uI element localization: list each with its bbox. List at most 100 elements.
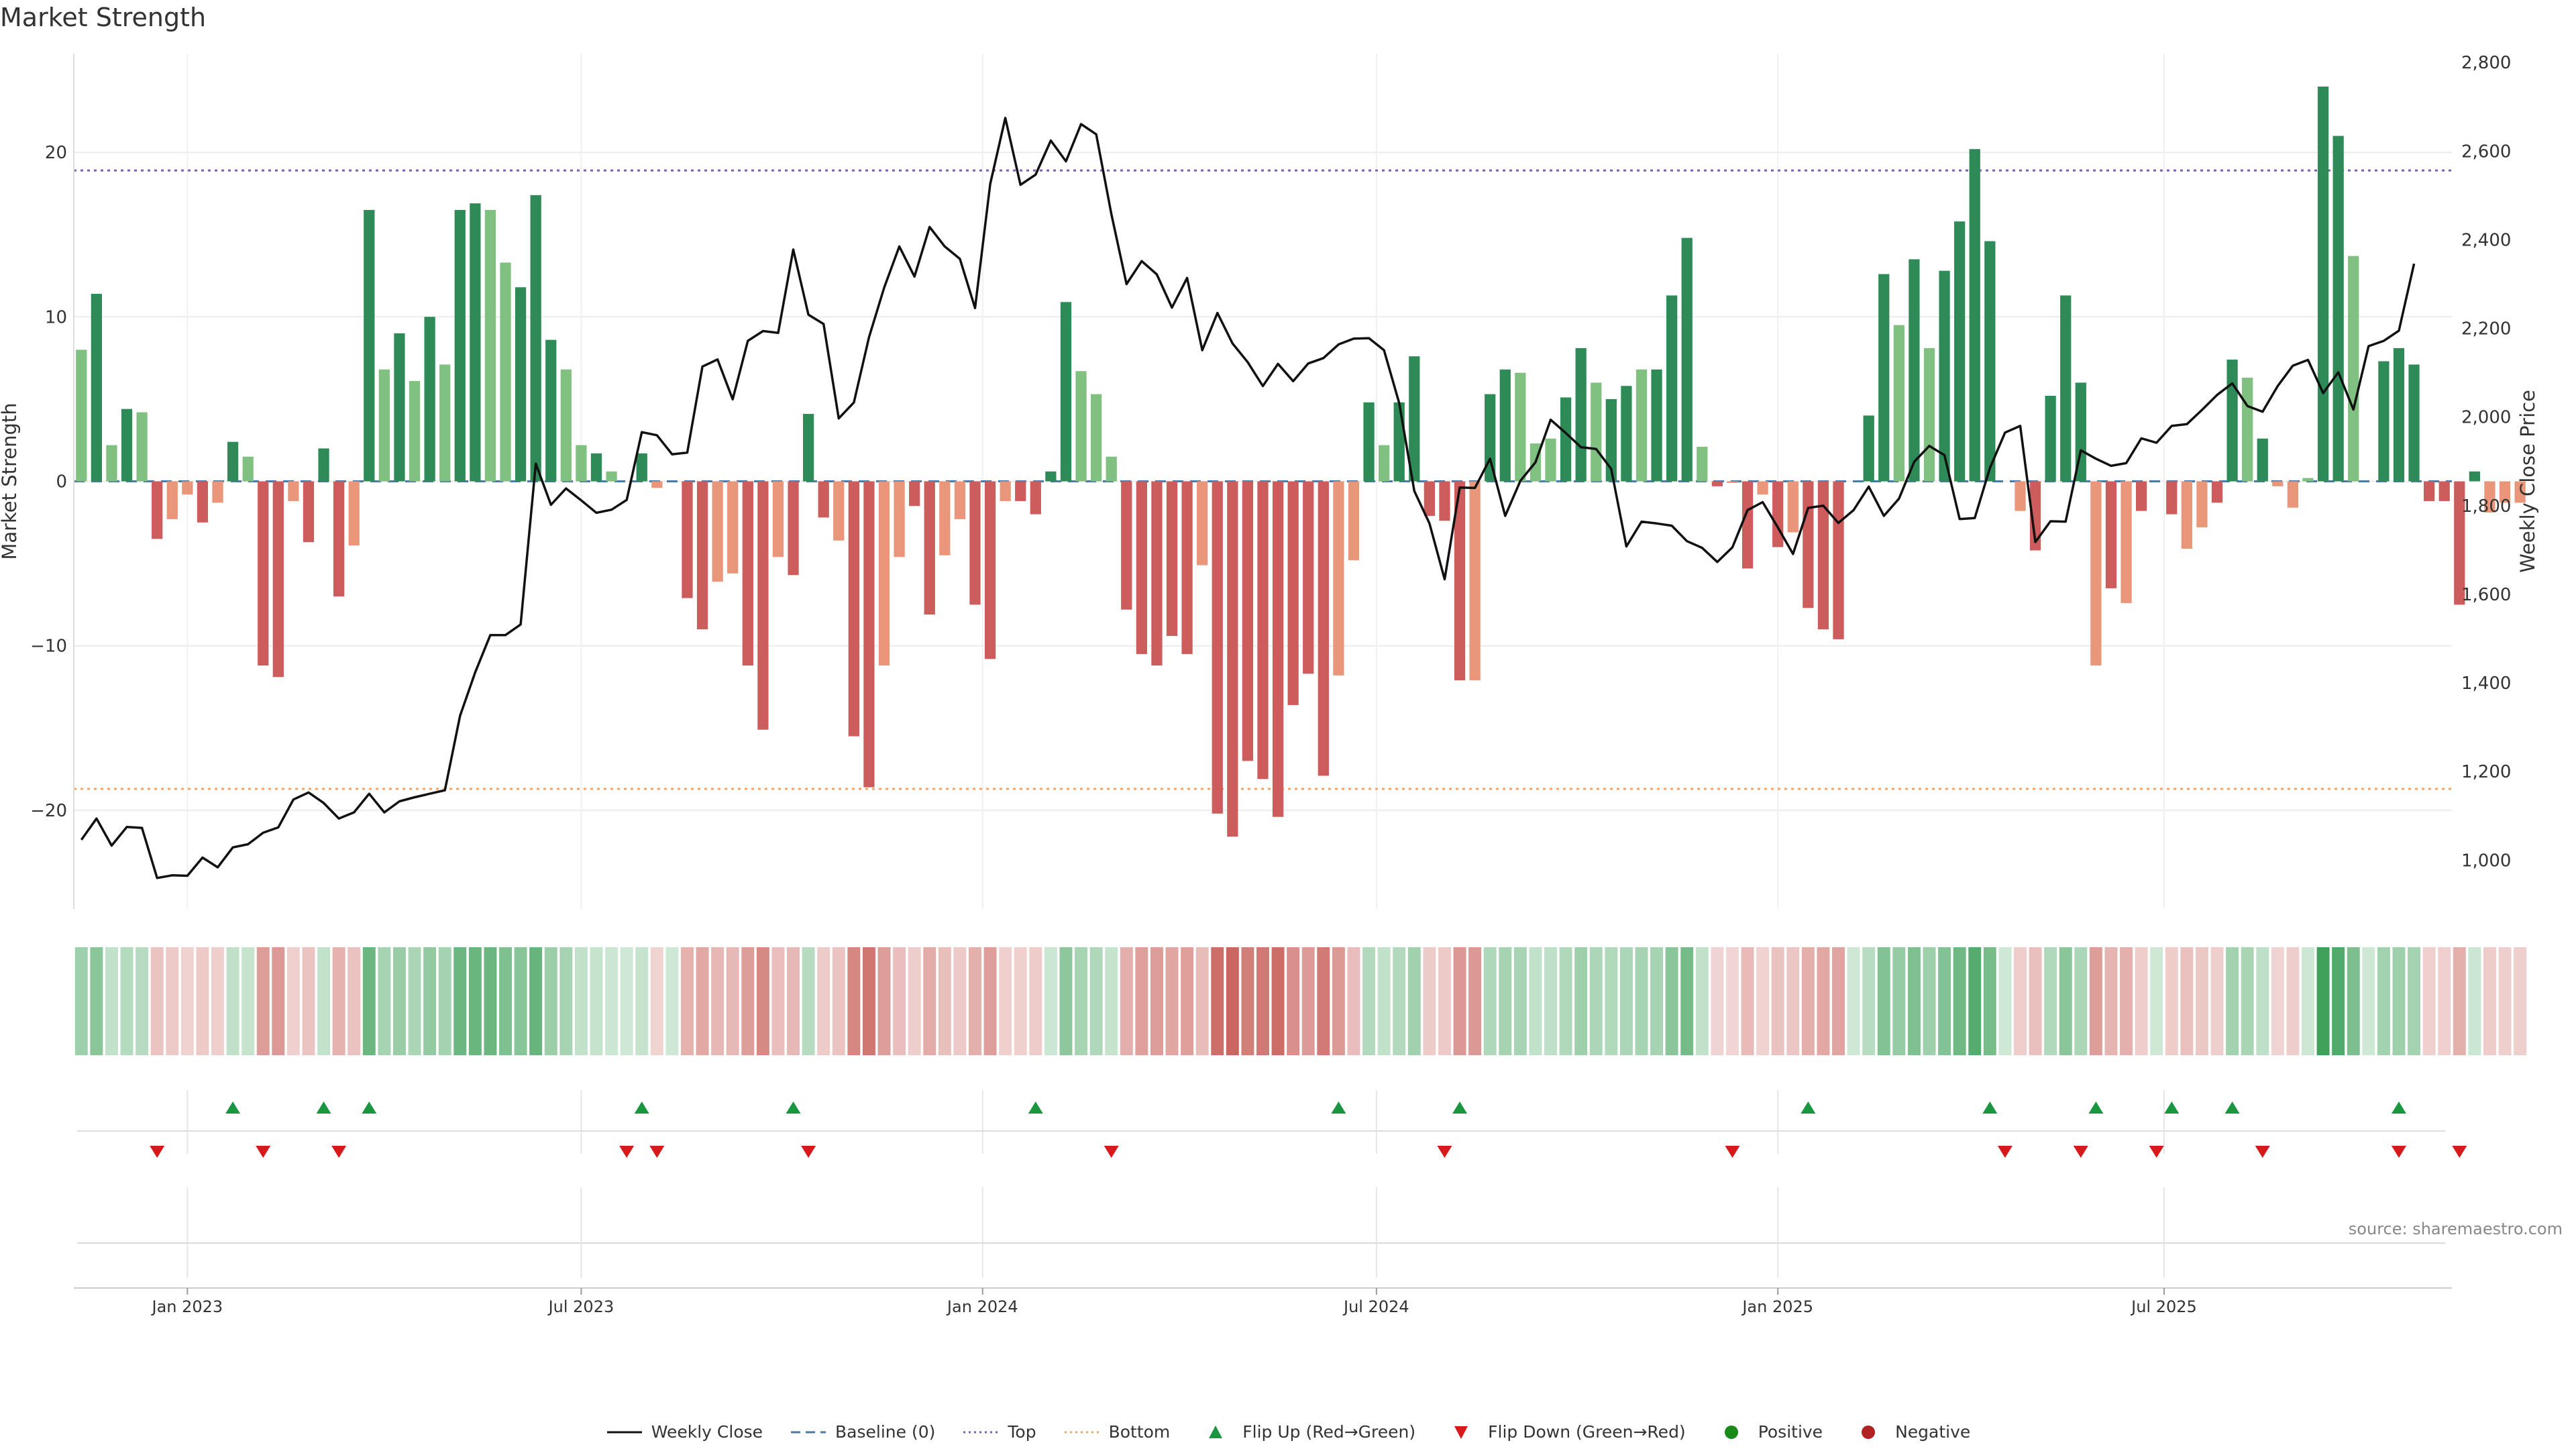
y-left-tick-label: 20 [45,143,67,163]
positive-strength-bar [318,448,329,482]
heat-cell [665,947,679,1055]
negative-strength-bar [1439,481,1450,521]
flip-up-marker [634,1102,649,1114]
negative-strength-bar [1181,481,1193,654]
positive-strength-bar [1560,397,1572,482]
heat-cell [2498,947,2512,1055]
heat-cell [1907,947,1921,1055]
y-right-tick-label: 1,000 [2461,851,2511,871]
heat-cell [1120,947,1133,1055]
heat-cell [226,947,239,1055]
heat-cell [983,947,997,1055]
heat-cell [1105,947,1118,1055]
negative-strength-bar [894,481,905,557]
heat-cell [1423,947,1436,1055]
heat-cell [1832,947,1845,1055]
legend-item-flip-down[interactable]: Flip Down (Green→Red) [1442,1422,1686,1442]
flip-down-marker [331,1146,347,1158]
weekly-close-line [80,117,2416,879]
heat-cell [2332,947,2345,1055]
heat-cell [1377,947,1391,1055]
positive-strength-bar [1499,369,1511,482]
negative-strength-bar [258,481,269,666]
positive-strength-bar [1681,237,1693,482]
legend-item-close[interactable]: Weekly Close [606,1422,763,1442]
heat-cell [392,947,406,1055]
heat-cell [908,947,921,1055]
heat-cell [2210,947,2224,1055]
heat-cell [756,947,769,1055]
heat-cell [1877,947,1890,1055]
y-right-tick-label: 1,400 [2461,674,2511,694]
legend-item-baseline[interactable]: Baseline (0) [790,1422,935,1442]
heat-cell [1635,947,1648,1055]
heat-cell [559,947,573,1055]
heat-cell [1256,947,1269,1055]
negative-strength-bar [878,481,890,666]
positive-strength-bar [2469,471,2480,482]
heat-cell [241,947,255,1055]
legend-label: Negative [1895,1422,1971,1442]
heat-cell [1953,947,1966,1055]
heat-cell [1862,947,1876,1055]
heat-cell [2362,947,2375,1055]
heat-cell [726,947,739,1055]
heat-cell [1362,947,1376,1055]
legend-item-flip-up[interactable]: Flip Up (Red→Green) [1197,1422,1415,1442]
flip-down-marker [2391,1146,2406,1158]
negative-strength-bar [2105,481,2117,588]
positive-strength-bar [364,209,375,482]
flip-down-marker [1104,1146,1119,1158]
legend-item-positive[interactable]: Positive [1713,1422,1823,1442]
flip-down-marker [1997,1146,2012,1158]
positive-strength-bar [1485,394,1496,482]
positive-strength-bar [590,453,602,482]
heat-cell [1393,947,1406,1055]
heat-cell [2256,947,2269,1055]
negative-strength-bar [2454,481,2465,605]
legend-item-top[interactable]: Top [962,1422,1036,1442]
heat-cell [635,947,649,1055]
negative-strength-bar [2015,481,2026,511]
heat-cell [923,947,936,1055]
heat-cell [105,947,118,1055]
positive-strength-bar [394,333,405,482]
heat-cell [574,947,588,1055]
heat-cell [378,947,391,1055]
positive-strength-bar [2257,438,2268,482]
legend-item-negative[interactable]: Negative [1849,1422,1970,1442]
positive-strength-bar [484,209,496,482]
heat-cell [1059,947,1073,1055]
negative-strength-bar [682,481,693,598]
heat-cell [423,947,437,1055]
negative-strength-bar [772,481,784,557]
negative-strength-bar [2484,481,2496,513]
positive-strength-bar [378,369,390,482]
heat-cell [74,947,88,1055]
negative-strength-bar [863,481,875,788]
heat-cell [620,947,633,1055]
heat-cell [1150,947,1163,1055]
heat-cell [1165,947,1179,1055]
close-price-line [80,117,2416,879]
heat-cell [1317,947,1330,1055]
y-right-tick-label: 2,200 [2461,319,2511,339]
negative-strength-bar [1212,481,1223,814]
flip-down-marker [2149,1146,2164,1158]
negative-strength-bar [1772,481,1784,547]
flip-up-marker [786,1102,801,1114]
y-right-tick-label: 2,000 [2461,408,2511,428]
negative-strength-bar [348,481,360,546]
flip-down-marker [649,1146,665,1158]
positive-strength-bar [515,287,527,482]
heat-cell [2453,947,2466,1055]
positive-strength-bar [1878,274,1890,482]
positive-strength-bar [2317,87,2329,482]
legend-item-bottom[interactable]: Bottom [1063,1422,1170,1442]
heat-cell [302,947,315,1055]
positive-strength-bar [76,350,87,482]
legend-label: Positive [1758,1422,1823,1442]
x-tick-label: Jan 2023 [150,1297,223,1316]
negative-strength-bar [2438,481,2450,501]
negative-strength-bar [696,481,708,630]
